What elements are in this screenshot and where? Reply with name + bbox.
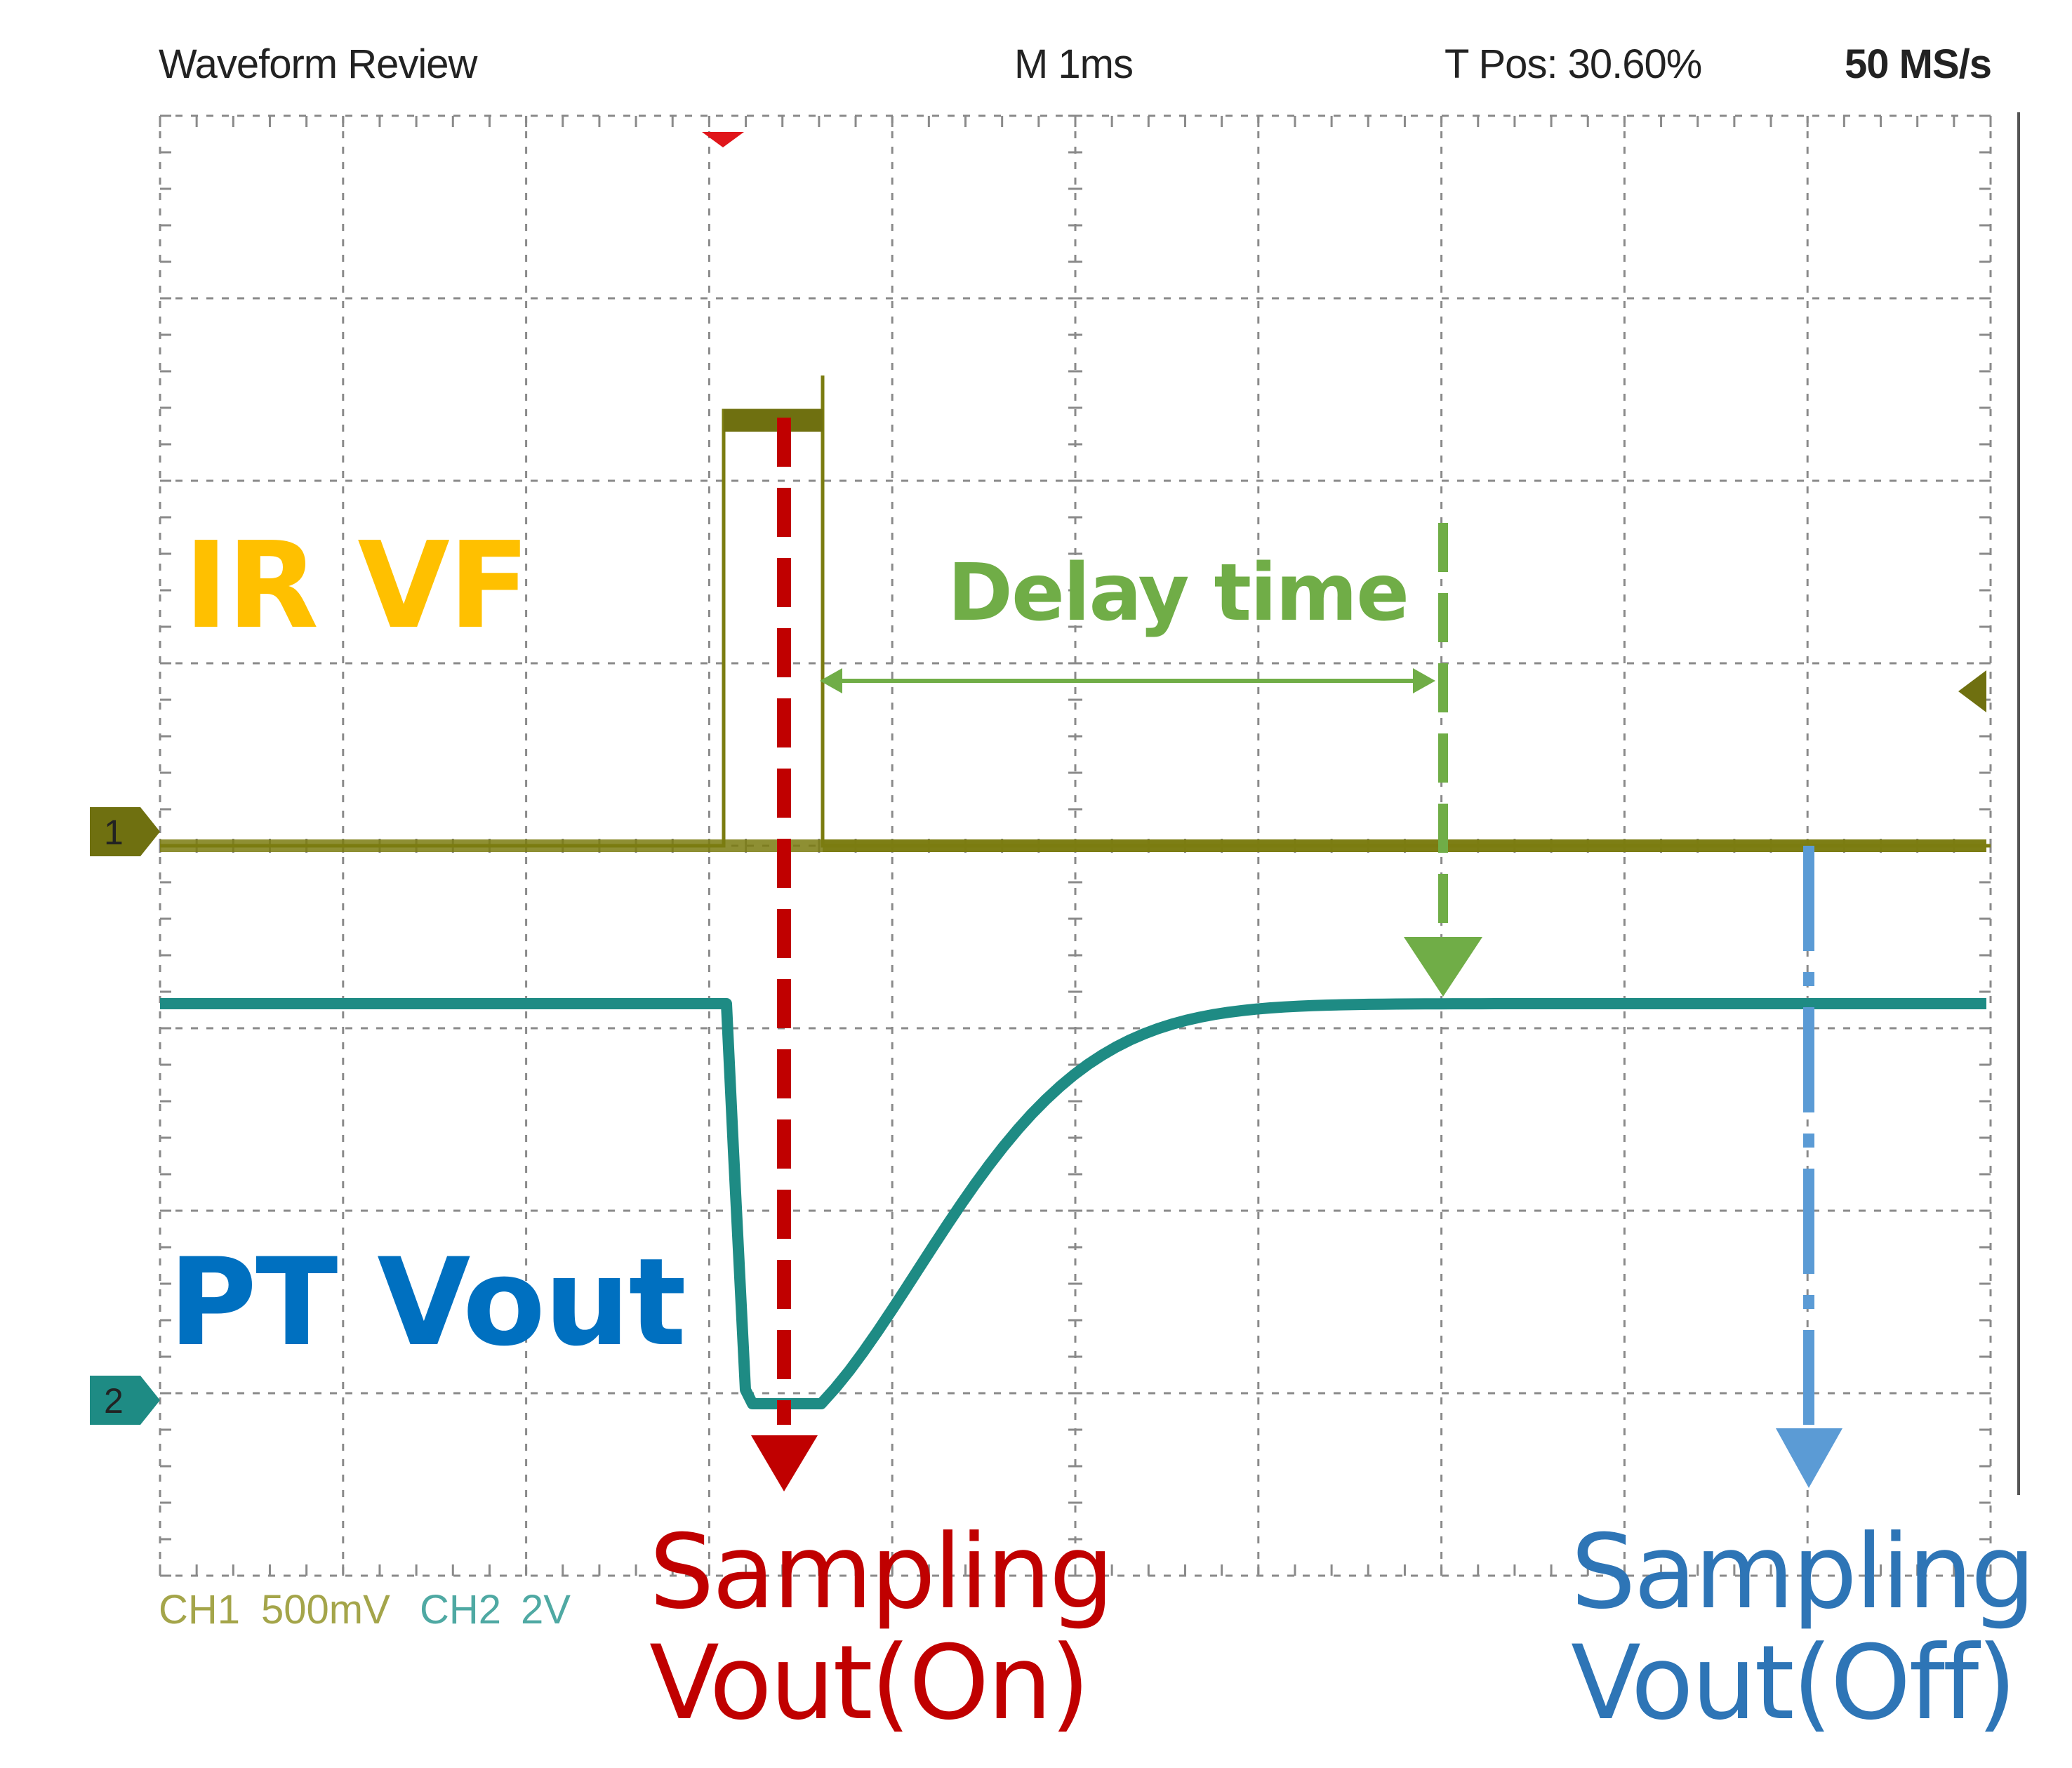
trigger-level-marker [1958,670,1986,712]
pt-vout-label: PT Vout [168,1232,686,1373]
scope-title: Waveform Review [159,41,477,87]
sampling-off-label-line2: Vout(Off) [1571,1623,2017,1743]
trigger-position-readout: T Pos: 30.60% [1445,41,1702,87]
sampling-on-label-line1: Sampling [649,1513,1114,1632]
sampling-off-label-line1: Sampling [1571,1513,2036,1632]
delay-end-marker [1404,523,1482,997]
ch1-scale-value: 500mV [261,1587,390,1633]
sampling-on-label-line2: Vout(On) [649,1623,1090,1743]
ch2-ground-marker [90,1376,160,1425]
ch1-marker-label: 1 [104,813,124,852]
trigger-position-marker [702,132,744,147]
delay-time-label: Delay time [948,547,1409,639]
sampling-off-marker [1776,846,1842,1488]
timebase-readout: M 1ms [1014,41,1134,87]
sample-rate-readout: 50 MS/s [1845,41,1992,87]
ch2-trace [160,998,1986,1409]
ir-vf-label: IR VF [184,517,530,656]
ch2-marker-label: 2 [104,1381,124,1421]
delay-time-arrow [820,668,1435,693]
ch1-ground-marker [90,807,160,856]
ch1-scale-name: CH1 [159,1587,241,1633]
ch2-scale-name: CH2 [420,1587,502,1633]
sampling-on-marker [751,418,818,1491]
ch2-scale-value: 2V [521,1587,571,1633]
ch1-pulse-top [724,409,823,432]
